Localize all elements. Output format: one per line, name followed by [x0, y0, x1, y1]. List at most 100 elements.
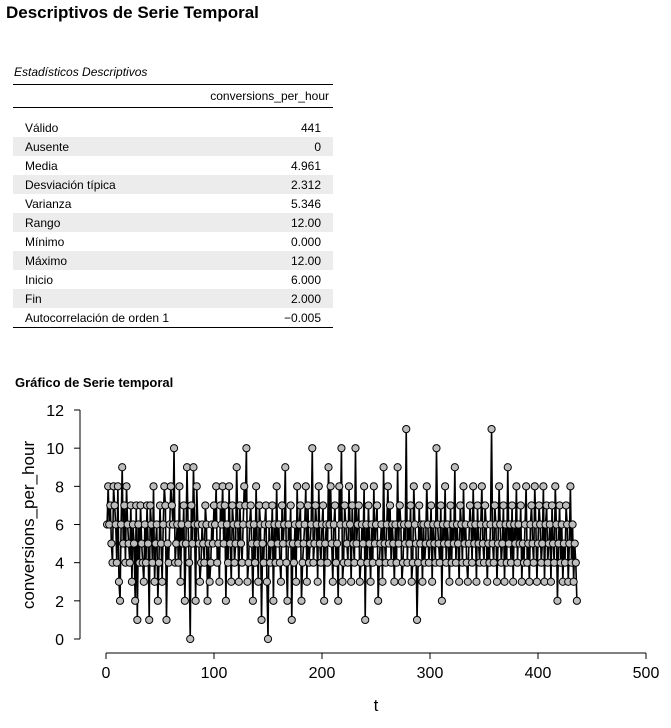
x-tick-label: 500	[633, 665, 660, 682]
data-point	[407, 577, 416, 586]
time-series-chart: 0 2 4 6 8 10 12 0 100 200 300 400 500 t conversions_pe…	[19, 403, 660, 715]
table-row: Ausente 0	[13, 137, 333, 156]
data-point	[281, 463, 290, 472]
data-point	[112, 558, 121, 567]
data-point	[477, 482, 486, 491]
data-point	[532, 577, 542, 586]
row-value: 0.000	[290, 234, 321, 249]
data-point	[379, 463, 388, 472]
row-value: −0.005	[283, 310, 321, 325]
data-point	[334, 596, 343, 605]
data-point	[490, 501, 499, 510]
data-point	[383, 482, 392, 491]
data-point	[469, 482, 478, 491]
data-point	[262, 577, 272, 586]
data-point	[176, 577, 185, 586]
data-point	[107, 539, 116, 548]
table-row: Fin 2.000	[13, 289, 333, 308]
data-point	[301, 482, 310, 491]
x-tick-label: 200	[309, 665, 336, 682]
data-point	[163, 539, 172, 548]
data-point	[282, 558, 291, 567]
data-point	[330, 501, 340, 510]
data-point	[323, 558, 332, 567]
data-point	[385, 501, 395, 510]
row-value: 441	[300, 120, 321, 135]
data-point	[252, 482, 261, 491]
data-point	[308, 444, 317, 453]
data-point	[320, 596, 329, 605]
data-point	[175, 482, 184, 491]
data-point	[426, 501, 436, 510]
data-point	[234, 577, 243, 586]
data-point	[483, 577, 492, 586]
data-point	[195, 577, 205, 586]
data-point	[500, 577, 509, 586]
data-point	[463, 577, 472, 586]
data-point	[174, 558, 183, 567]
data-point	[287, 615, 296, 625]
data-point	[539, 482, 548, 491]
table-body: Válido 441 Ausente 0 Media 4.961 Desviación tí…	[13, 118, 333, 327]
data-point	[495, 482, 504, 491]
data-point	[512, 482, 521, 491]
data-point	[221, 596, 230, 605]
data-point	[129, 539, 139, 548]
x-tick-label: 300	[417, 665, 444, 682]
data-point	[313, 577, 322, 586]
data-point	[547, 501, 557, 510]
data-point	[326, 482, 335, 491]
data-point	[492, 577, 502, 586]
data-point	[318, 501, 328, 510]
data-point	[351, 444, 360, 453]
data-point	[409, 482, 418, 491]
data-point	[480, 501, 490, 510]
data-point	[499, 501, 508, 510]
row-label: Media	[25, 158, 58, 173]
data-point	[167, 501, 176, 510]
data-point	[283, 596, 292, 605]
data-point	[517, 577, 526, 586]
data-point	[468, 558, 477, 567]
row-label: Mínimo	[25, 234, 65, 249]
table-header-row: conversions_per_hour	[13, 85, 333, 107]
x-tick-label: 0	[102, 665, 111, 682]
data-point	[240, 482, 249, 491]
data-point	[473, 501, 482, 510]
row-value: 2.000	[290, 291, 321, 306]
data-point	[203, 596, 212, 605]
data-point	[472, 577, 481, 586]
data-point	[415, 501, 424, 510]
data-point	[344, 482, 354, 491]
data-point	[378, 577, 387, 586]
data-point	[338, 577, 347, 586]
data-point	[546, 577, 556, 586]
data-point	[302, 577, 311, 586]
row-label: Rango	[25, 215, 61, 230]
data-point	[445, 577, 454, 586]
data-point	[162, 615, 171, 625]
data-point	[205, 577, 214, 586]
series-line	[106, 428, 578, 640]
data-point	[369, 482, 378, 491]
data-point	[228, 501, 237, 510]
data-point	[553, 596, 562, 605]
data-point	[436, 501, 445, 510]
data-point	[569, 577, 578, 586]
row-label: Máximo	[25, 253, 68, 268]
data-point	[314, 482, 323, 491]
data-point	[289, 558, 299, 567]
data-point	[166, 482, 175, 491]
table-row: Válido 441	[13, 118, 333, 137]
data-point	[374, 596, 383, 605]
data-point	[133, 615, 142, 625]
data-point	[227, 577, 236, 586]
data-point	[487, 424, 496, 434]
table-row: Máximo 12.00	[13, 251, 333, 270]
data-point	[412, 615, 422, 625]
data-point	[113, 482, 122, 491]
data-point	[345, 520, 355, 529]
row-value: 4.961	[290, 158, 321, 173]
data-point	[570, 539, 579, 548]
data-point	[220, 501, 229, 510]
